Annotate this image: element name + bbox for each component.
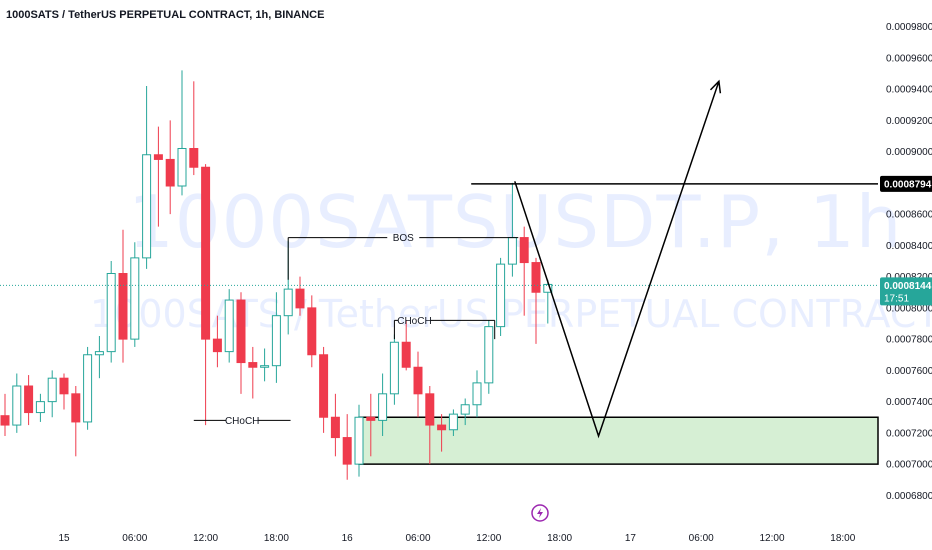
candle-body[interactable] xyxy=(448,413,458,431)
candle-body[interactable] xyxy=(47,377,57,403)
x-tick-label: 12:00 xyxy=(193,533,218,544)
x-tick-label: 06:00 xyxy=(122,533,147,544)
candle-body[interactable] xyxy=(271,315,281,367)
lightning-icon[interactable] xyxy=(531,504,549,522)
candle-body[interactable] xyxy=(354,416,364,465)
candle-body[interactable] xyxy=(212,338,222,353)
candle-body[interactable] xyxy=(248,362,258,368)
last-price-label: 0.0008144 xyxy=(884,281,932,292)
candle-body[interactable] xyxy=(366,416,376,421)
x-tick-label: 06:00 xyxy=(689,533,714,544)
y-tick-label: 0.0007400 xyxy=(886,397,932,408)
candle-body[interactable] xyxy=(224,299,234,353)
candle-body[interactable] xyxy=(83,354,93,423)
x-tick-label: 06:00 xyxy=(405,533,430,544)
candle-body[interactable] xyxy=(484,326,494,384)
candle-body[interactable] xyxy=(142,154,152,259)
y-tick-label: 0.0009200 xyxy=(886,116,932,127)
y-tick-label: 0.0006800 xyxy=(886,491,932,502)
candle-body[interactable] xyxy=(71,393,81,423)
candles-layer xyxy=(0,70,553,480)
choch-label: CHoCH xyxy=(225,416,259,427)
y-tick-label: 0.0008400 xyxy=(886,241,932,252)
candle-body[interactable] xyxy=(260,365,270,368)
x-tick-label: 12:00 xyxy=(759,533,784,544)
candle-body[interactable] xyxy=(437,424,447,431)
candle-body[interactable] xyxy=(496,263,506,328)
candle-body[interactable] xyxy=(35,401,45,414)
y-tick-label: 0.0007600 xyxy=(886,366,932,377)
candle-body[interactable] xyxy=(12,385,22,426)
candle-body[interactable] xyxy=(59,377,69,395)
candle-body[interactable] xyxy=(177,148,187,187)
x-tick-label: 18:00 xyxy=(830,533,855,544)
candle-body[interactable] xyxy=(472,382,482,406)
y-tick-label: 0.0007000 xyxy=(886,460,932,471)
candle-body[interactable] xyxy=(24,385,34,414)
candle-body[interactable] xyxy=(543,283,553,293)
candle-body[interactable] xyxy=(378,393,388,421)
x-tick-label: 12:00 xyxy=(476,533,501,544)
demand-zone-layer xyxy=(358,416,879,465)
candle-body[interactable] xyxy=(106,273,116,353)
y-tick-label: 0.0009800 xyxy=(886,22,932,33)
candle-body[interactable] xyxy=(401,341,411,368)
candle-body[interactable] xyxy=(295,288,305,309)
x-tick-label: 17 xyxy=(625,533,637,544)
candle-body[interactable] xyxy=(519,237,529,264)
last-price-tag xyxy=(880,277,932,306)
projection-arrowhead xyxy=(709,79,722,94)
x-tick-label: 16 xyxy=(342,533,354,544)
axes-layer: 0.0006800 0.0007000 0.0007200 0.0007400 0.00… xyxy=(58,22,932,544)
demand-zone[interactable] xyxy=(358,416,879,465)
choch-label: CHoCH xyxy=(397,316,431,327)
candle-body[interactable] xyxy=(531,262,541,293)
candle-body[interactable] xyxy=(153,154,163,160)
candle-body[interactable] xyxy=(330,416,340,439)
candle-body[interactable] xyxy=(425,393,435,426)
candle-body[interactable] xyxy=(283,288,293,317)
level-price-tag xyxy=(880,175,932,192)
y-tick-label: 0.0007200 xyxy=(886,428,932,439)
candle-body[interactable] xyxy=(201,166,211,340)
chart-title: 1000SATS / TetherUS PERPETUAL CONTRACT, … xyxy=(6,9,325,21)
candle-body[interactable] xyxy=(307,307,317,356)
projection-path[interactable] xyxy=(514,81,720,439)
candle-body[interactable] xyxy=(130,257,140,340)
candle-body[interactable] xyxy=(0,415,10,426)
candle-body[interactable] xyxy=(319,354,329,418)
candle-body[interactable] xyxy=(236,299,246,364)
level-price-label: 0.0008794 xyxy=(884,179,932,190)
candle-body[interactable] xyxy=(118,273,128,340)
candle-body[interactable] xyxy=(189,148,199,168)
candle-body[interactable] xyxy=(342,437,352,465)
y-tick-label: 0.0009600 xyxy=(886,53,932,64)
x-tick-label: 18:00 xyxy=(264,533,289,544)
bar-countdown-label: 17:51 xyxy=(884,293,909,304)
candle-body[interactable] xyxy=(507,237,517,265)
x-tick-label: 15 xyxy=(58,533,70,544)
drawings-layer: BOS CHoCH CHoCH xyxy=(0,79,878,439)
candle-body[interactable] xyxy=(165,158,175,187)
candle-body[interactable] xyxy=(460,404,470,415)
y-tick-label: 0.0009000 xyxy=(886,147,932,158)
x-tick-label: 18:00 xyxy=(547,533,572,544)
candle-body[interactable] xyxy=(94,351,104,356)
y-tick-label: 0.0009400 xyxy=(886,85,932,96)
y-tick-label: 0.0008600 xyxy=(886,210,932,221)
candle-body[interactable] xyxy=(389,341,399,395)
bos-label: BOS xyxy=(393,233,414,244)
y-tick-label: 0.0008000 xyxy=(886,303,932,314)
y-tick-label: 0.0007800 xyxy=(886,335,932,346)
candle-body[interactable] xyxy=(413,366,423,395)
